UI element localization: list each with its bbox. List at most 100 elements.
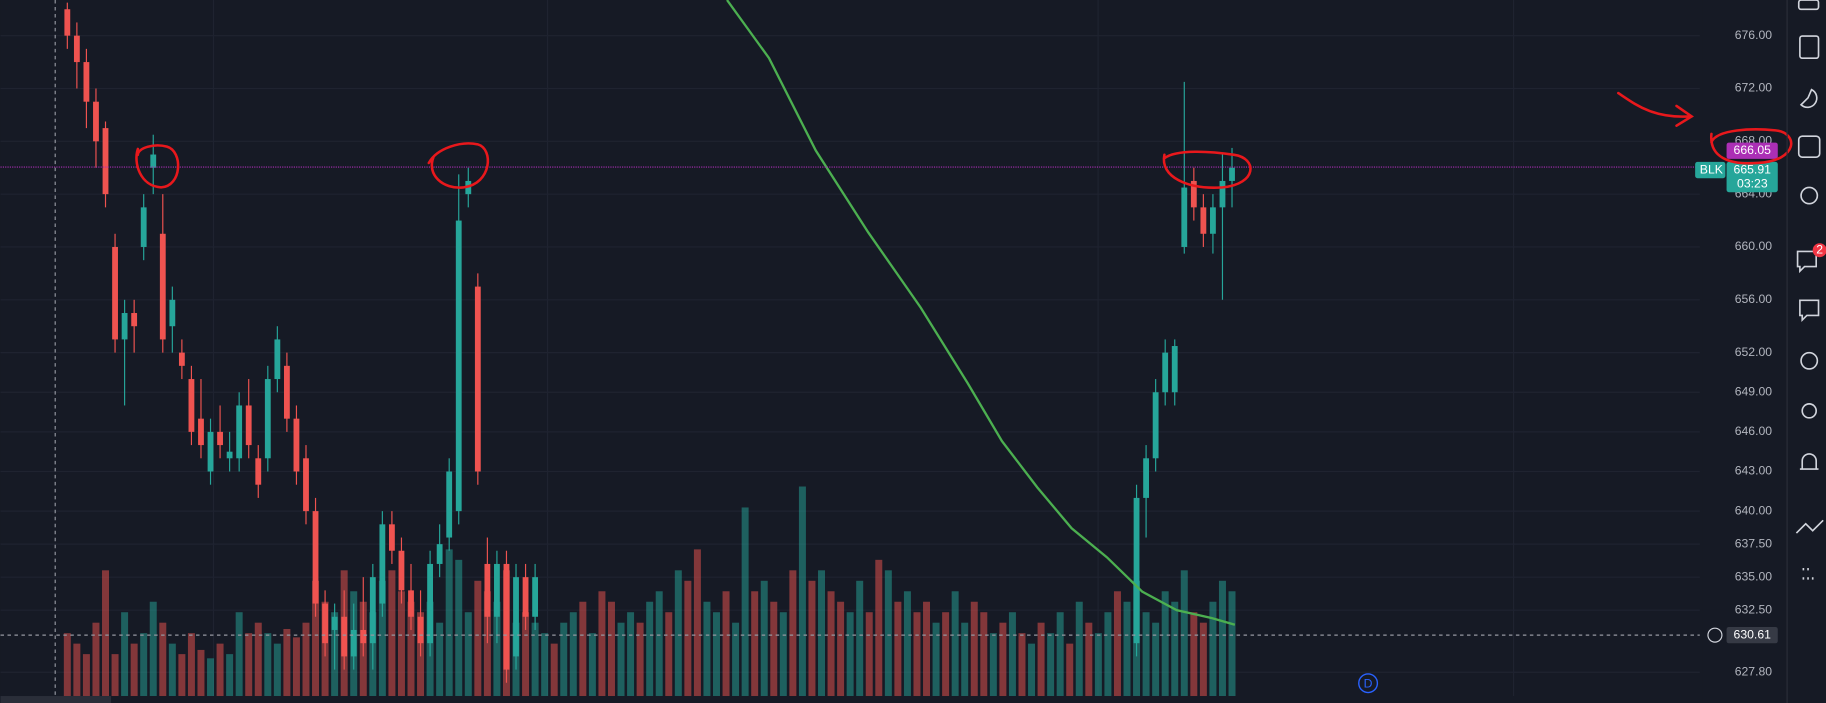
candle-body [513,577,519,657]
volume-bar [436,622,444,697]
candle-body [388,524,395,551]
volume-bar [140,633,148,697]
volume-bar [102,570,110,697]
streams-icon[interactable] [1800,351,1819,370]
volume-bar [722,591,730,697]
symbol-tag-box [1695,161,1726,179]
candle-body [83,62,90,102]
candle-body [408,590,414,617]
annotation-circle [1162,150,1252,189]
volume-bar [636,622,644,697]
messages-icon[interactable] [1799,299,1820,323]
candle-body [484,563,491,617]
candle-body [522,577,529,617]
candle-body [474,286,481,472]
price-line-label: 666.05 [1734,143,1772,157]
volume-bar [82,654,90,697]
volume-bar [1047,633,1055,697]
candle-body [322,603,328,644]
volume-bar [598,591,606,697]
overlays [0,0,1724,636]
y-tick-label: 627.80 [1735,664,1773,678]
watchlist-icon[interactable] [1797,0,1820,11]
candle-body [1133,497,1140,644]
candle-body [102,128,109,195]
volume-bar [464,612,472,697]
volume-bar [378,580,386,697]
annotation-arrow [1617,91,1694,127]
volume-bar [1018,633,1026,697]
add-alert-icon[interactable] [1707,627,1723,643]
volume-bar [245,633,253,697]
hotlist-icon[interactable] [1799,88,1818,109]
broadcast-icon[interactable] [1801,403,1818,419]
volume-bar [875,559,883,697]
volume-bar [951,591,959,697]
moving-average [726,0,1236,626]
volume-bar [149,601,157,697]
volume-bar [312,580,320,697]
y-tick-label: 672.00 [1735,81,1773,95]
candle-body [455,220,462,512]
crosshair-label-box [1726,626,1778,644]
volume-bar [932,622,940,697]
candle-body [236,405,243,459]
candle-body [1190,180,1197,208]
candles [64,2,1235,683]
candle-body [1210,207,1216,234]
candle-body [1152,392,1159,459]
candle-body [188,379,195,432]
volume-bar [197,649,205,697]
candle-body [274,339,281,380]
volume-bar [674,570,682,697]
volume-bar [1037,622,1045,697]
volume-bar [121,612,129,697]
volume-bar [1142,612,1150,697]
candle-body [1229,167,1235,181]
candle-body [446,471,453,538]
volume-bar [187,633,195,697]
volume-bar [63,633,71,697]
volume-bar [541,633,549,697]
volume-bar [770,601,778,697]
volume-bar [455,559,463,697]
y-tick-label: 649.00 [1735,384,1773,398]
details-icon[interactable] [1799,35,1820,60]
volume-bar [560,622,568,697]
volume-bar [1104,612,1112,697]
candle-body [283,365,290,419]
alerts-icon[interactable] [1799,453,1819,470]
volume-bar [1008,612,1016,697]
volume-bar [1028,643,1036,697]
volume-bar [588,633,596,697]
volume-bar [1190,612,1198,697]
ideas-icon[interactable] [1800,186,1819,205]
volume-bar [397,591,405,697]
candle-body [417,616,424,644]
volume-bar [273,643,281,697]
volume-bar [1228,591,1236,697]
volume-bar [913,612,921,697]
candle-body [264,379,271,459]
candle-body [217,431,223,446]
calendar-icon[interactable] [1797,135,1821,158]
volume-bar [569,612,577,697]
trading-icon[interactable] [1795,519,1824,534]
volume-bar [531,622,539,697]
dividend-marker[interactable] [1358,673,1379,694]
volume-bar [493,601,501,697]
y-tick-label: 676.00 [1735,28,1773,42]
candle-body [503,563,510,670]
candle-body [73,35,80,63]
volume-bar [388,570,396,697]
volume-bar [789,570,797,697]
volume-bar [302,622,310,697]
more-icon[interactable] [1802,567,1814,580]
volume-bar [827,591,835,697]
y-tick-label: 632.50 [1735,602,1773,616]
volume-bar [999,622,1007,697]
volume-bar [579,601,587,697]
volume-bar [751,591,759,697]
